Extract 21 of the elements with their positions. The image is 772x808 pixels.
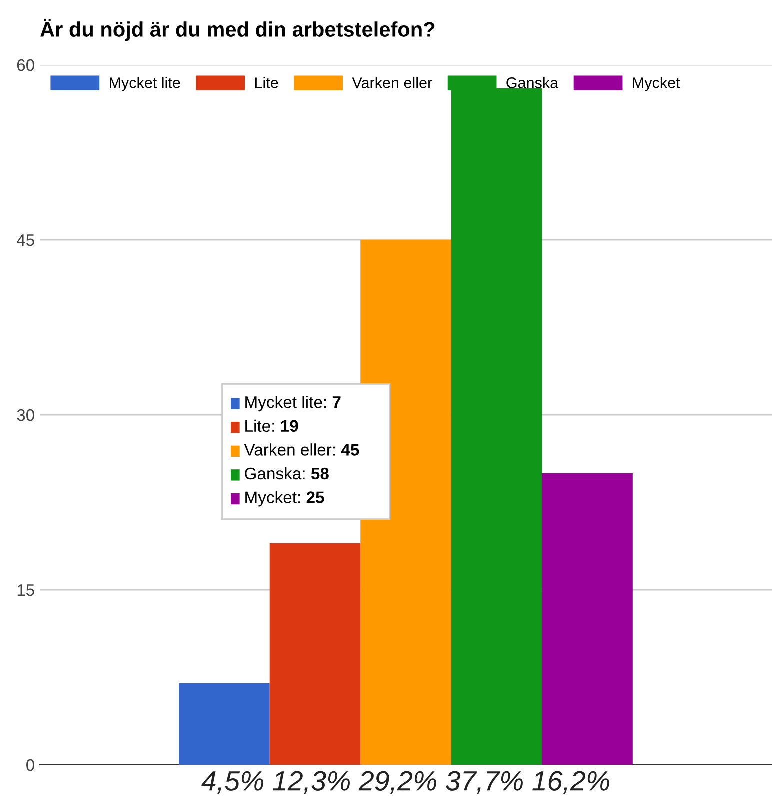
y-tick-label: 0	[26, 759, 34, 772]
legend-label: Lite	[255, 77, 278, 88]
y-tick-label: 15	[18, 584, 34, 596]
y-tick-label: 30	[17, 409, 34, 422]
legend-label: Ganska	[506, 77, 559, 88]
chart-title: Är du nöjd är du med din arbetstelefon?	[40, 18, 435, 42]
bar	[360, 240, 452, 765]
legend-label: Mycket lite	[110, 77, 180, 92]
bar	[270, 543, 361, 765]
y-tick-label: 60	[17, 59, 34, 72]
y-tick-label: 45	[16, 234, 34, 246]
legend-label: Mycket	[633, 77, 680, 92]
annotation: Mycket lite: 7	[246, 396, 341, 412]
x-tick-label: 4,5% 12,3% 29,2% 37,7% 16,2%	[202, 771, 610, 794]
bar	[179, 683, 270, 765]
annotation: Ganska: 58	[245, 467, 329, 480]
annotation: Lite: 19	[246, 420, 298, 432]
bar	[542, 473, 633, 765]
annotation: Mycket: 25	[246, 491, 324, 507]
annotation: Varken eller: 45	[244, 444, 360, 456]
legend-label: Varken eller	[352, 77, 432, 88]
